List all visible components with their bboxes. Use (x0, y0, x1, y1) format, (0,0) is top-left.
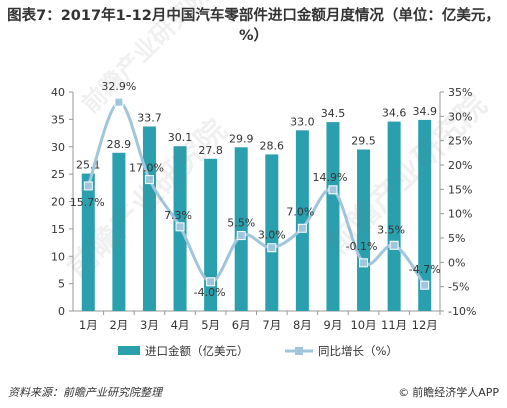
bar-value-label: 34.5 (321, 107, 346, 120)
legend-line-marker (295, 347, 303, 355)
right-tick-label: 30% (448, 110, 472, 123)
bar (295, 130, 309, 311)
left-tick-label: 25 (51, 168, 65, 181)
growth-marker (175, 222, 185, 232)
left-tick-label: 40 (51, 86, 65, 99)
growth-marker (206, 277, 216, 287)
growth-value-label: 3.0% (258, 229, 286, 242)
growth-marker (420, 280, 430, 290)
copyright-icon: © (398, 386, 410, 399)
bar (265, 154, 279, 311)
growth-marker (328, 185, 338, 195)
growth-value-label: -4.7% (409, 263, 441, 276)
left-tick-label: 10 (51, 250, 65, 263)
bar (204, 158, 218, 311)
growth-marker (267, 243, 277, 253)
bar-value-label: 34.9 (412, 105, 437, 118)
x-tick-label: 6月 (232, 318, 251, 332)
x-tick-label: 3月 (140, 318, 159, 332)
x-tick-label: 8月 (293, 318, 312, 332)
right-tick-label: 15% (448, 183, 472, 196)
x-tick-label: 9月 (324, 318, 343, 332)
bar-value-label: 27.8 (198, 144, 223, 157)
bar (418, 119, 432, 311)
bar-value-label: 28.9 (107, 138, 132, 151)
left-tick-label: 15 (51, 223, 65, 236)
growth-value-label: 32.9% (101, 80, 136, 93)
chart-title: 图表7：2017年1-12月中国汽车零部件进口金额月度情况（单位：亿美元，%） (7, 8, 500, 44)
growth-value-label: -0.1% (346, 240, 378, 253)
growth-value-label: 14.9% (312, 171, 347, 184)
growth-series-line (86, 100, 426, 287)
bar (81, 173, 95, 311)
growth-marker (359, 258, 369, 268)
x-tick-label: 4月 (171, 318, 190, 332)
right-tick-label: 5% (448, 232, 465, 245)
growth-marker (297, 223, 307, 233)
growth-value-label: 3.5% (377, 223, 405, 236)
source-note: 资料来源：前瞻产业研究院整理 (8, 386, 162, 399)
x-tick-label: 10月 (350, 318, 376, 332)
bar-value-label: 33.7 (137, 111, 162, 124)
x-tick-label: 5月 (201, 318, 220, 332)
growth-value-label: 17.0% (129, 162, 164, 175)
growth-value-label: 7.3% (164, 209, 192, 222)
legend-line-label: 同比增长（%） (318, 344, 398, 358)
app-credit: © 前瞻经济学人APP (398, 384, 499, 400)
right-tick-label: -5% (448, 281, 469, 294)
left-tick-label: 30 (51, 141, 65, 154)
app-credit-text: 前瞻经济学人APP (412, 386, 499, 399)
bar-value-label: 33.0 (290, 115, 315, 128)
right-tick-label: 35% (448, 86, 472, 99)
left-tick-label: 20 (51, 196, 65, 209)
right-tick-label: 25% (448, 135, 472, 148)
growth-value-label: 15.7% (70, 196, 105, 209)
growth-value-label: 5.5% (227, 217, 255, 230)
bar (234, 147, 248, 311)
bar (357, 149, 371, 311)
bar (387, 121, 401, 311)
growth-marker (389, 240, 399, 250)
left-tick-label: 35 (51, 113, 65, 126)
x-tick-label: 11月 (381, 318, 407, 332)
bar-value-label: 29.5 (351, 134, 376, 147)
left-tick-label: 0 (58, 305, 65, 318)
bar-value-label: 29.9 (229, 132, 254, 145)
right-tick-label: 10% (448, 208, 472, 221)
growth-marker (144, 175, 154, 185)
x-tick-label: 1月 (79, 318, 98, 332)
right-tick-label: 0% (448, 256, 465, 269)
growth-value-label: 7.0% (286, 205, 314, 218)
bar (326, 122, 340, 311)
legend-bar-label: 进口金额（亿美元） (145, 344, 249, 358)
bar (142, 126, 156, 312)
x-tick-label: 12月 (412, 318, 438, 332)
growth-marker (83, 181, 93, 191)
growth-marker (236, 231, 246, 241)
bar (112, 152, 126, 311)
x-tick-label: 7月 (262, 318, 281, 332)
x-tick-label: 2月 (109, 318, 128, 332)
right-tick-label: 20% (448, 159, 472, 172)
growth-marker (114, 97, 124, 107)
left-tick-label: 5 (58, 278, 65, 291)
bar-value-label: 34.6 (382, 107, 407, 120)
bar-value-label: 30.1 (168, 131, 193, 144)
legend-bar-swatch (118, 346, 140, 355)
bar-value-label: 28.6 (260, 139, 285, 152)
growth-value-label: -4.0% (194, 286, 226, 299)
right-tick-label: -10% (448, 305, 476, 318)
